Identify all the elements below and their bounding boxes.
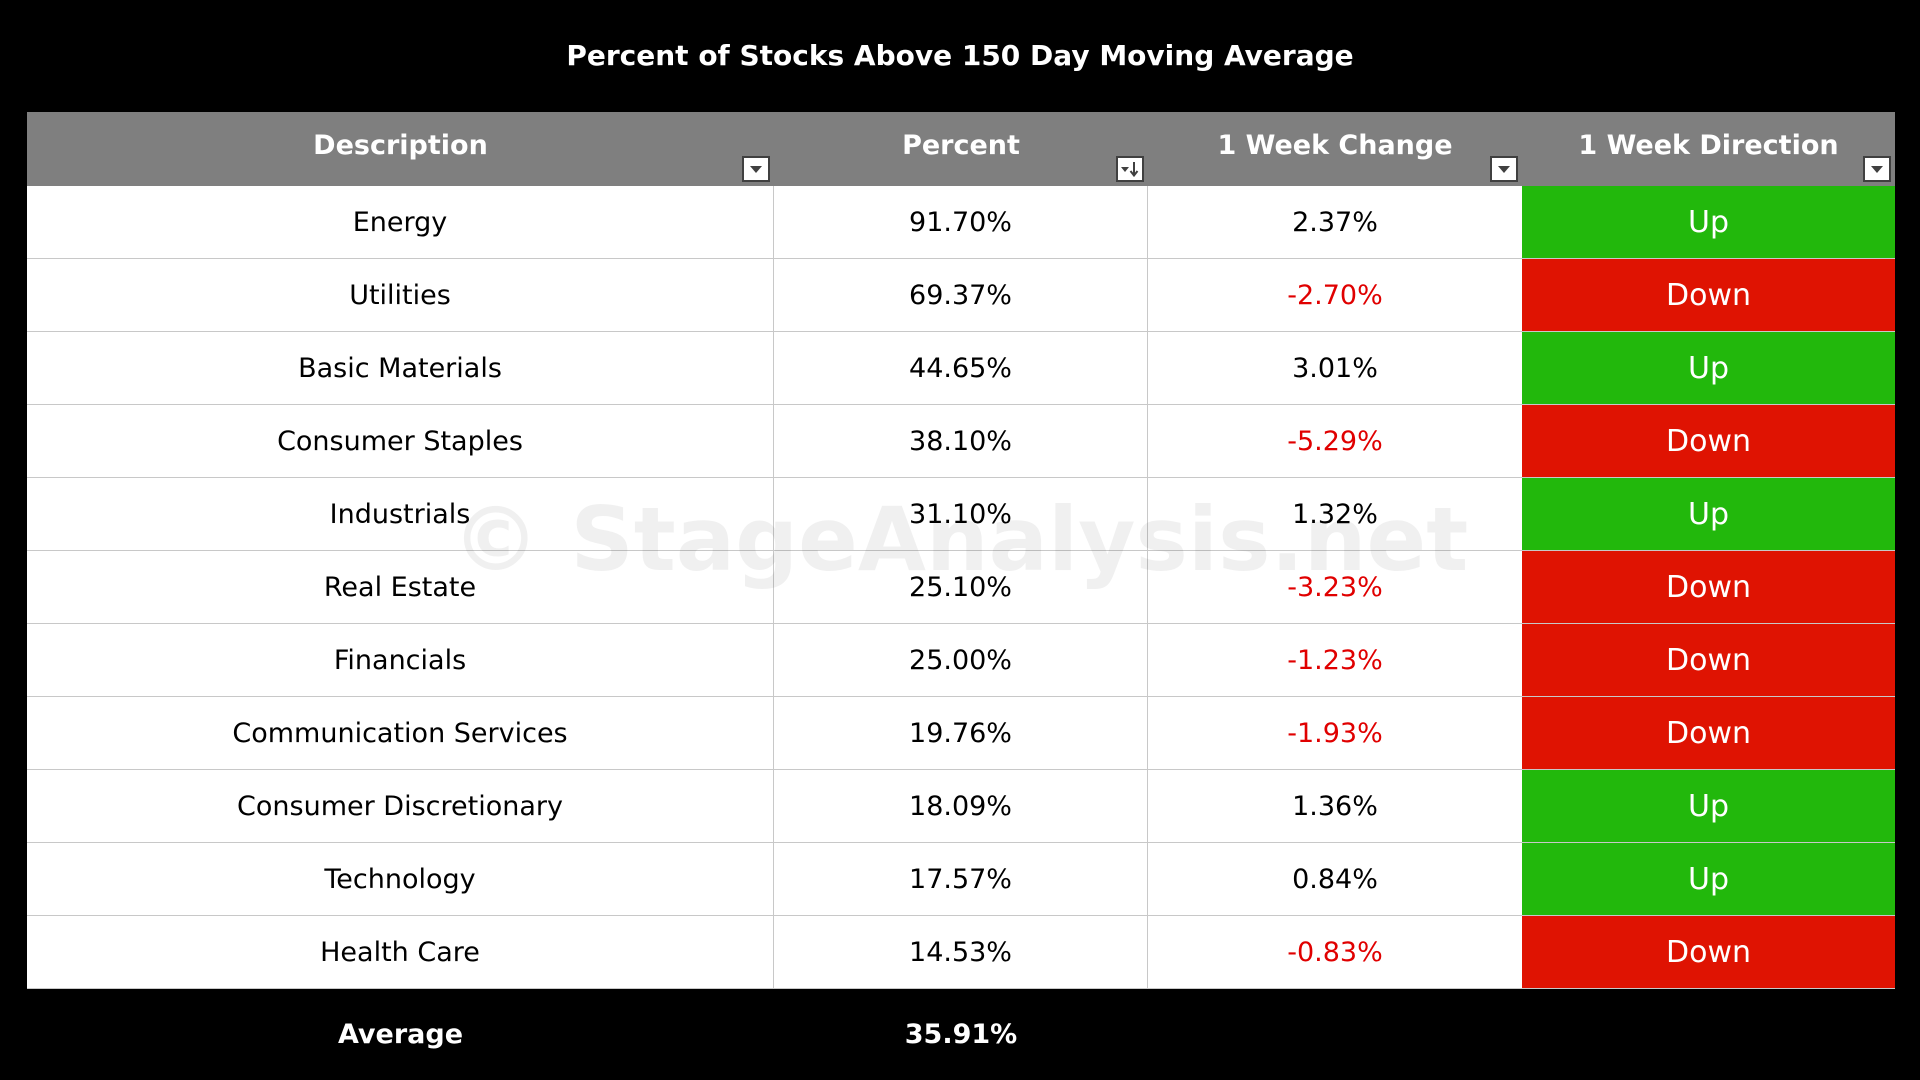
cell-description: Industrials [27,478,774,550]
footer-empty-direction [1522,989,1895,1079]
cell-week-change: 0.84% [1292,863,1378,895]
cell-week-change: 2.37% [1292,206,1378,238]
header-description: Description [27,112,774,186]
footer-empty-change [1148,989,1522,1079]
filter-dropdown-icon[interactable] [1490,156,1518,182]
table-row: Financials 25.00% -1.23% Down [27,624,1895,697]
table-footer-row: Average 35.91% [27,989,1895,1079]
direction-down-badge: Down [1522,551,1895,623]
cell-percent: 25.10% [774,551,1148,623]
cell-percent: 69.37% [774,259,1148,331]
table-row: Communication Services 19.76% -1.93% Down [27,697,1895,770]
direction-down-badge: Down [1522,697,1895,769]
cell-percent: 38.10% [774,405,1148,477]
direction-up-badge: Up [1522,770,1895,842]
cell-percent: 14.53% [774,916,1148,988]
cell-percent: 25.00% [774,624,1148,696]
direction-down-badge: Down [1522,405,1895,477]
table-row: Technology 17.57% 0.84% Up [27,843,1895,916]
cell-description: Consumer Staples [27,405,774,477]
direction-down-badge: Down [1522,259,1895,331]
direction-up-badge: Up [1522,186,1895,258]
filter-dropdown-icon[interactable] [742,156,770,182]
table-row: Consumer Discretionary 18.09% 1.36% Up [27,770,1895,843]
header-week-direction-label: 1 Week Direction [1578,129,1839,161]
cell-week-change: -1.93% [1287,717,1383,749]
chart-title: Percent of Stocks Above 150 Day Moving A… [566,39,1354,72]
cell-week-change: -0.83% [1287,936,1383,968]
table-body: Energy 91.70% 2.37% Up Utilities 69.37% -2.70%… [27,186,1895,989]
direction-up-badge: Up [1522,332,1895,404]
cell-week-change: 1.36% [1292,790,1378,822]
header-week-change: 1 Week Change [1148,112,1522,186]
cell-week-change: -2.70% [1287,279,1383,311]
data-table: Description Percent 1 Week Change 1 Week… [27,112,1895,1079]
cell-description: Communication Services [27,697,774,769]
table-row: Utilities 69.37% -2.70% Down [27,259,1895,332]
direction-up-badge: Up [1522,843,1895,915]
table-row: Energy 91.70% 2.37% Up [27,186,1895,259]
cell-description: Energy [27,186,774,258]
sort-descending-icon[interactable] [1116,156,1144,182]
table-row: Industrials 31.10% 1.32% Up [27,478,1895,551]
cell-week-change: -1.23% [1287,644,1383,676]
table-row: Health Care 14.53% -0.83% Down [27,916,1895,989]
cell-description: Consumer Discretionary [27,770,774,842]
direction-up-badge: Up [1522,478,1895,550]
cell-percent: 17.57% [774,843,1148,915]
cell-description: Utilities [27,259,774,331]
cell-week-change: -5.29% [1287,425,1383,457]
cell-description: Real Estate [27,551,774,623]
cell-percent: 18.09% [774,770,1148,842]
cell-percent: 44.65% [774,332,1148,404]
cell-percent: 31.10% [774,478,1148,550]
cell-description: Health Care [27,916,774,988]
cell-percent: 19.76% [774,697,1148,769]
direction-down-badge: Down [1522,624,1895,696]
table-row: Real Estate 25.10% -3.23% Down [27,551,1895,624]
header-week-change-label: 1 Week Change [1217,129,1453,161]
cell-week-change: 1.32% [1292,498,1378,530]
footer-label: Average [337,1018,464,1050]
table-row: Basic Materials 44.65% 3.01% Up [27,332,1895,405]
header-description-label: Description [313,129,488,161]
header-week-direction: 1 Week Direction [1522,112,1895,186]
header-percent-label: Percent [902,129,1020,161]
cell-percent: 91.70% [774,186,1148,258]
table-header-row: Description Percent 1 Week Change 1 Week… [27,112,1895,186]
header-percent: Percent [774,112,1148,186]
table-row: Consumer Staples 38.10% -5.29% Down [27,405,1895,478]
direction-down-badge: Down [1522,916,1895,988]
cell-description: Technology [27,843,774,915]
filter-dropdown-icon[interactable] [1863,156,1891,182]
cell-week-change: -3.23% [1287,571,1383,603]
cell-description: Basic Materials [27,332,774,404]
cell-week-change: 3.01% [1292,352,1378,384]
footer-average-percent: 35.91% [904,1018,1018,1050]
cell-description: Financials [27,624,774,696]
